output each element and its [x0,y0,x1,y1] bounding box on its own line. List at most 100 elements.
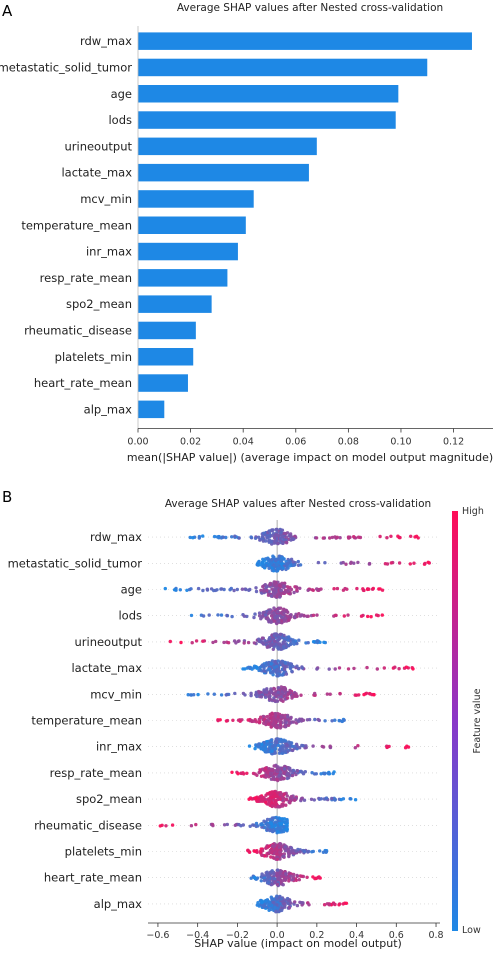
swarm-point [160,823,164,827]
swarm-point [247,850,252,854]
swarm-point [271,670,275,674]
swarm-point [270,711,274,715]
swarm-point [382,666,386,670]
swarm-point [254,821,259,826]
swarm-point [284,567,288,572]
swarm-point [275,562,279,567]
swarm-point [393,665,397,669]
bar-inr-max [138,242,238,261]
swarm-label-alp-max: alp_max [94,897,143,911]
swarm-point [240,587,245,591]
swarm-point [268,821,273,825]
swarm-point [245,771,249,775]
swarm-point [275,777,279,782]
swarm-point [251,823,255,827]
swarm-point [284,541,289,545]
swarm-point [258,720,262,724]
swarm-point [290,669,294,673]
swarm-point [248,824,252,828]
swarm-point [278,723,283,727]
swarm-point [312,798,316,802]
swarm-point [276,768,280,772]
swarm-point [299,901,304,905]
swarm-point [284,535,289,539]
swarm-point [283,616,287,620]
swarm-point [307,903,311,907]
swarm-point [216,613,220,617]
swarm-point [190,641,194,645]
swarm-point [253,746,257,751]
swarm-point [237,536,241,540]
swarm-point [291,560,295,564]
swarm-point [300,797,304,801]
swarm-point [259,695,264,699]
swarm-point [259,617,263,621]
swarm-point [330,796,334,801]
swarm-point [272,696,276,700]
swarm-label-urineoutput: urineoutput [74,635,142,649]
swarm-point [259,588,263,593]
swarm-point [277,642,282,646]
swarm-point [276,533,280,537]
swarm-point [242,614,247,618]
swarm-point [315,639,320,643]
swarm-point [294,718,298,722]
swarm-point [272,743,277,747]
swarm-point [274,664,279,669]
swarm-point [216,718,220,723]
swarm-point [282,854,286,858]
swarm-point [300,770,304,774]
swarm-point [263,583,267,587]
swarm-point [265,877,269,882]
swarm-point [416,536,420,540]
swarm-point [298,586,302,590]
swarm-point [268,828,272,833]
swarm-point [279,695,283,699]
panel-b-label: B [2,488,12,506]
swarm-point [337,903,341,907]
swarm-point [253,796,258,800]
swarm-point [243,693,247,697]
swarm-point [303,849,307,853]
swarm-label-temperature-mean: temperature_mean [31,714,142,728]
swarm-point [189,693,194,697]
swarm-point [258,668,262,672]
swarm-point [201,639,205,643]
swarm-point [188,535,192,540]
swarm-point [275,873,280,877]
swarm-point [296,667,301,671]
swarm-point [254,589,259,594]
swarm-point [163,586,167,591]
swarm-point [326,771,330,775]
swarm-x-tick-label: −0.4 [186,930,209,941]
swarm-point [191,536,195,540]
swarm-point [278,720,282,724]
swarm-point [333,613,338,617]
swarm-point [309,797,314,801]
swarm-point [280,541,285,545]
swarm-point [404,665,409,669]
swarm-point [339,797,343,802]
swarm-point [262,878,267,883]
swarm-point [291,639,295,644]
swarm-point [261,714,265,719]
swarm-point [285,696,290,700]
swarm-point [225,692,229,697]
swarm-point [283,877,288,882]
swarm-point [280,874,284,878]
swarm-point [172,588,177,592]
swarm-point [265,536,270,540]
swarm-point [292,615,297,619]
swarm-point [241,823,245,827]
swarm-point [273,905,277,910]
swarm-point [268,581,273,586]
swarm-point [374,613,379,617]
swarm-point [280,908,284,913]
swarm-point [264,613,268,617]
swarm-point [277,619,281,623]
swarm-point [246,640,251,645]
swarm-point [268,643,273,647]
swarm-label-inr-max: inr_max [96,740,142,754]
swarm-point [275,621,279,626]
swarm-point [305,614,309,618]
